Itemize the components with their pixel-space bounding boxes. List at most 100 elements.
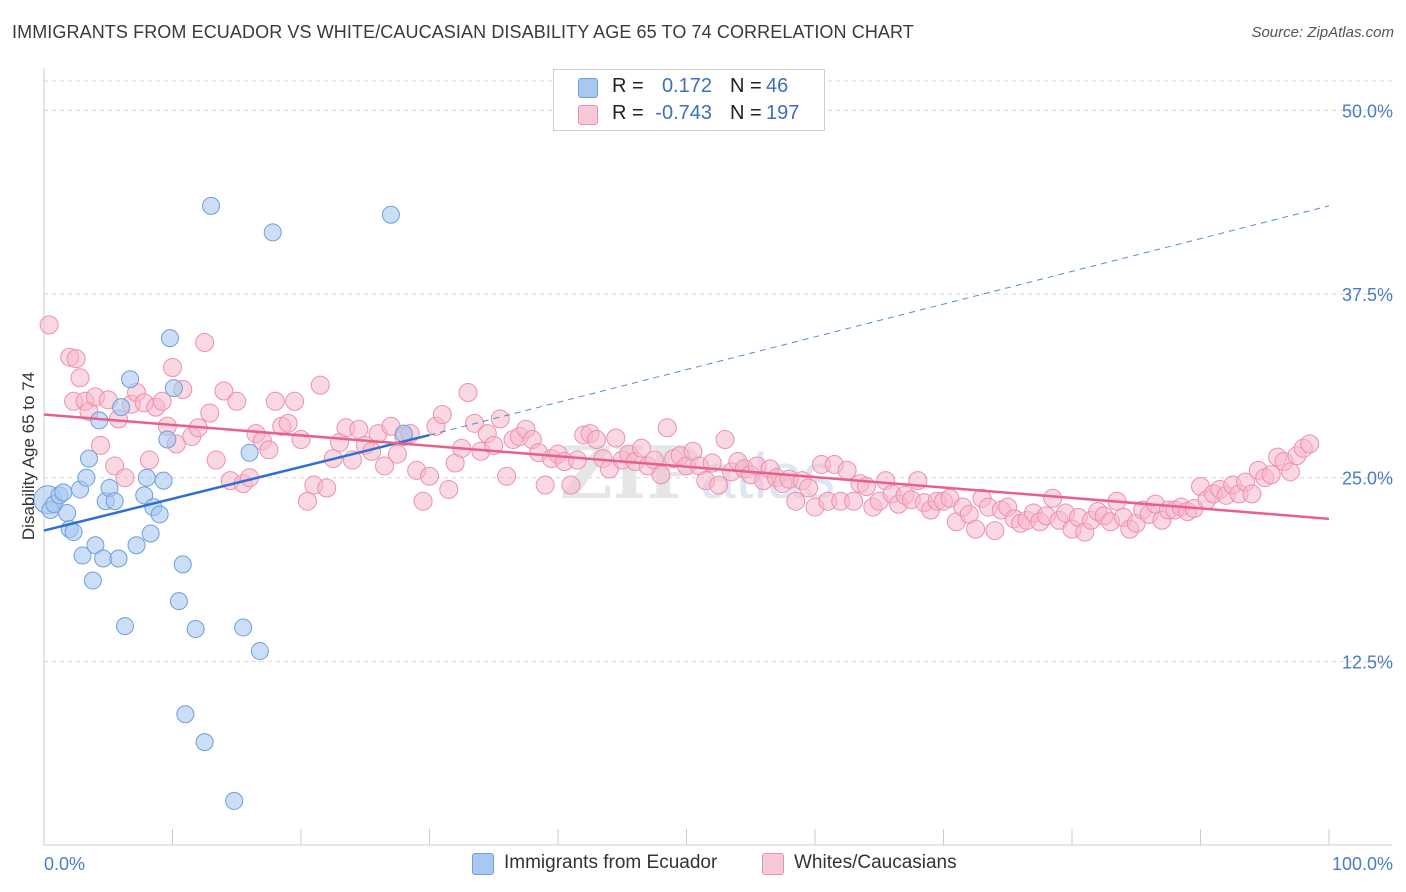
white-caucasian-point bbox=[214, 381, 234, 401]
ecuador-point bbox=[169, 592, 188, 611]
white-caucasian-point bbox=[786, 491, 806, 511]
ecuador-point bbox=[240, 443, 259, 462]
white-caucasian-point bbox=[413, 491, 433, 511]
ecuador-point bbox=[77, 468, 96, 487]
ecuador-point bbox=[158, 430, 177, 449]
y-tick-label: 12.5% bbox=[1342, 652, 1393, 672]
ecuador-point bbox=[54, 483, 73, 502]
legend-row-ecuador: R = 0.172 N = 46 bbox=[554, 74, 824, 100]
y-tick-label: 25.0% bbox=[1342, 469, 1393, 489]
white-caucasian-point bbox=[497, 466, 517, 486]
white-caucasian-point bbox=[420, 466, 439, 486]
white-caucasian-point bbox=[837, 460, 857, 480]
white-caucasian-point bbox=[966, 519, 986, 539]
white-caucasian-point bbox=[432, 405, 452, 425]
ecuador-point bbox=[202, 196, 221, 215]
white-caucasian-point bbox=[139, 450, 159, 470]
white-caucasian-point bbox=[1300, 434, 1320, 454]
legend-r-value: 0.172 bbox=[661, 75, 712, 97]
ecuador-point bbox=[73, 546, 92, 565]
white-caucasian-point bbox=[1261, 465, 1281, 485]
white-caucasian-point bbox=[387, 444, 407, 464]
ecuador-point bbox=[115, 617, 134, 636]
white-caucasian-point bbox=[439, 479, 459, 499]
legend-n-value: 197 bbox=[766, 102, 800, 124]
white-caucasian-point bbox=[799, 478, 819, 498]
white-caucasian-point bbox=[375, 456, 395, 476]
ecuador-point bbox=[150, 505, 169, 524]
bottom-legend-label: Whites/Caucasians bbox=[794, 852, 957, 873]
legend-r-label: R = bbox=[612, 75, 644, 97]
ecuador-point bbox=[250, 642, 269, 661]
ecuador-point bbox=[137, 468, 156, 487]
white-caucasian-point bbox=[561, 475, 581, 495]
white-caucasian-point bbox=[259, 440, 279, 460]
legend-swatch-pink bbox=[578, 105, 598, 125]
whites-trend-line bbox=[43, 413, 1330, 521]
ecuador-point bbox=[141, 524, 160, 543]
ecuador-point bbox=[195, 733, 214, 752]
ecuador-trend-line bbox=[43, 433, 430, 532]
ecuador-point bbox=[121, 370, 140, 389]
ecuador-point bbox=[94, 549, 113, 568]
white-caucasian-point bbox=[490, 409, 510, 429]
ecuador-points bbox=[33, 196, 413, 810]
legend-r-value: -0.743 bbox=[655, 102, 712, 124]
white-caucasian-point bbox=[1280, 462, 1300, 482]
legend-n-label: N = bbox=[730, 102, 762, 124]
y-tick-label: 50.0% bbox=[1342, 101, 1393, 121]
legend-n-value: 46 bbox=[766, 75, 789, 97]
x-tick-label: 0.0% bbox=[44, 854, 85, 874]
white-caucasian-point bbox=[297, 491, 317, 511]
white-caucasian-point bbox=[291, 429, 311, 449]
white-caucasian-point bbox=[1043, 488, 1063, 508]
ecuador-point bbox=[127, 536, 146, 555]
ecuador-point bbox=[381, 205, 400, 224]
chart-title: IMMIGRANTS FROM ECUADOR VS WHITE/CAUCASI… bbox=[12, 22, 914, 42]
white-caucasian-point bbox=[195, 333, 215, 353]
white-caucasian-point bbox=[632, 438, 652, 458]
axes bbox=[43, 68, 1392, 846]
white-caucasian-point bbox=[349, 419, 369, 439]
trend-lines bbox=[43, 205, 1330, 532]
white-caucasian-point bbox=[1242, 484, 1262, 504]
white-caucasian-point bbox=[152, 391, 172, 411]
white-caucasian-point bbox=[200, 403, 220, 423]
white-caucasian-point bbox=[163, 358, 182, 377]
grid-lines bbox=[44, 80, 1392, 662]
white-caucasian-point bbox=[317, 478, 337, 498]
bottom-legend-swatch-blue bbox=[472, 853, 494, 875]
ecuador-point bbox=[164, 379, 183, 398]
ecuador-point bbox=[86, 536, 105, 555]
white-caucasian-point bbox=[115, 468, 135, 488]
tick-labels: 12.5% 25.0% 37.5% 50.0% 0.0% 100.0% bbox=[44, 101, 1393, 874]
ecuador-point bbox=[176, 705, 195, 724]
white-caucasian-point bbox=[606, 428, 626, 448]
white-caucasian-point bbox=[651, 465, 671, 485]
ecuador-point bbox=[112, 398, 131, 417]
white-caucasian-point bbox=[66, 349, 86, 369]
white-caucasian-point bbox=[535, 475, 555, 495]
bottom-legend-swatch-pink bbox=[762, 853, 784, 875]
white-caucasian-point bbox=[265, 391, 285, 411]
ecuador-point bbox=[225, 791, 244, 810]
white-caucasian-point bbox=[227, 391, 247, 411]
ecuador-point bbox=[83, 571, 102, 590]
legend-n-label: N = bbox=[730, 75, 762, 97]
ecuador-point bbox=[173, 555, 192, 574]
ecuador-point bbox=[105, 492, 124, 511]
correlation-legend: R = 0.172 N = 46 R = -0.743 N = 197 bbox=[553, 69, 825, 131]
white-caucasian-point bbox=[709, 475, 729, 495]
ecuador-point bbox=[186, 620, 205, 639]
ecuador-point bbox=[154, 471, 173, 490]
legend-r-label: R = bbox=[612, 102, 644, 124]
white-caucasian-point bbox=[657, 418, 677, 438]
ecuador-point bbox=[79, 449, 98, 468]
ecuador-point bbox=[58, 503, 77, 522]
white-caucasian-point bbox=[285, 391, 305, 411]
bottom-legend-label: Immigrants from Ecuador bbox=[504, 852, 718, 873]
white-caucasian-point bbox=[458, 382, 478, 402]
ecuador-point bbox=[234, 618, 253, 637]
legend-row-whites: R = -0.743 N = 197 bbox=[554, 101, 824, 127]
